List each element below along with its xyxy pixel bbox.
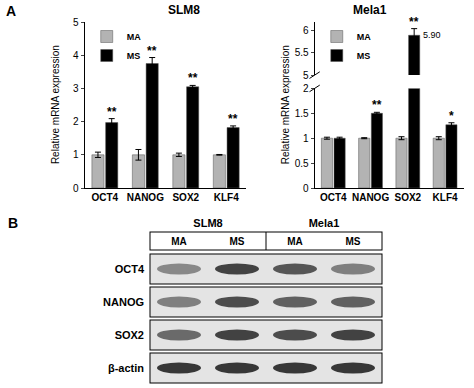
svg-text:OCT4: OCT4	[115, 263, 145, 275]
svg-text:SLM8: SLM8	[168, 3, 200, 17]
svg-text:MS: MS	[127, 51, 141, 61]
svg-text:NANOG: NANOG	[352, 192, 389, 203]
svg-text:**: **	[228, 112, 238, 126]
svg-text:Relative mRNA expression: Relative mRNA expression	[280, 45, 291, 164]
svg-text:**: **	[147, 44, 157, 58]
svg-text:2: 2	[303, 83, 309, 94]
svg-text:Mela1: Mela1	[353, 3, 387, 17]
svg-text:5: 5	[73, 17, 79, 28]
svg-text:3: 3	[73, 83, 79, 94]
svg-text:1: 1	[303, 133, 309, 144]
svg-text:SOX2: SOX2	[172, 192, 199, 203]
svg-text:SOX2: SOX2	[115, 329, 144, 341]
svg-text:MA: MA	[171, 236, 187, 247]
svg-text:0: 0	[303, 183, 309, 194]
svg-text:2: 2	[73, 116, 79, 127]
svg-text:SLM8: SLM8	[193, 217, 222, 229]
svg-text:SOX2: SOX2	[394, 192, 421, 203]
svg-text:**: **	[372, 98, 382, 112]
svg-text:Relative mRNA expression: Relative mRNA expression	[50, 45, 61, 164]
svg-text:MA: MA	[287, 236, 303, 247]
svg-text:6: 6	[303, 25, 309, 36]
svg-text:Mela1: Mela1	[309, 217, 340, 229]
svg-text:B: B	[8, 215, 18, 231]
svg-text:MS: MS	[357, 51, 371, 61]
svg-text:NANOG: NANOG	[127, 192, 164, 203]
svg-text:0: 0	[73, 183, 79, 194]
svg-text:MA: MA	[127, 32, 141, 42]
svg-text:0.5: 0.5	[295, 158, 309, 169]
svg-text:KLF4: KLF4	[433, 192, 458, 203]
svg-text:**: **	[107, 105, 117, 119]
svg-text:5.5: 5.5	[295, 47, 309, 58]
svg-text:**: **	[188, 71, 198, 85]
svg-text:5: 5	[303, 70, 309, 81]
svg-text:OCT4: OCT4	[92, 192, 119, 203]
svg-text:MS: MS	[346, 236, 361, 247]
svg-text:MA: MA	[357, 32, 371, 42]
svg-text:5.90: 5.90	[423, 30, 441, 40]
svg-text:**: **	[409, 15, 419, 29]
svg-text:NANOG: NANOG	[103, 296, 144, 308]
svg-text:OCT4: OCT4	[320, 192, 347, 203]
svg-text:β-actin: β-actin	[108, 362, 144, 374]
svg-text:4: 4	[73, 50, 79, 61]
svg-text:A: A	[6, 3, 16, 19]
svg-text:MS: MS	[230, 236, 245, 247]
svg-text:*: *	[449, 109, 454, 123]
svg-text:1.5: 1.5	[295, 108, 309, 119]
svg-text:KLF4: KLF4	[214, 192, 239, 203]
svg-text:1: 1	[73, 149, 79, 160]
